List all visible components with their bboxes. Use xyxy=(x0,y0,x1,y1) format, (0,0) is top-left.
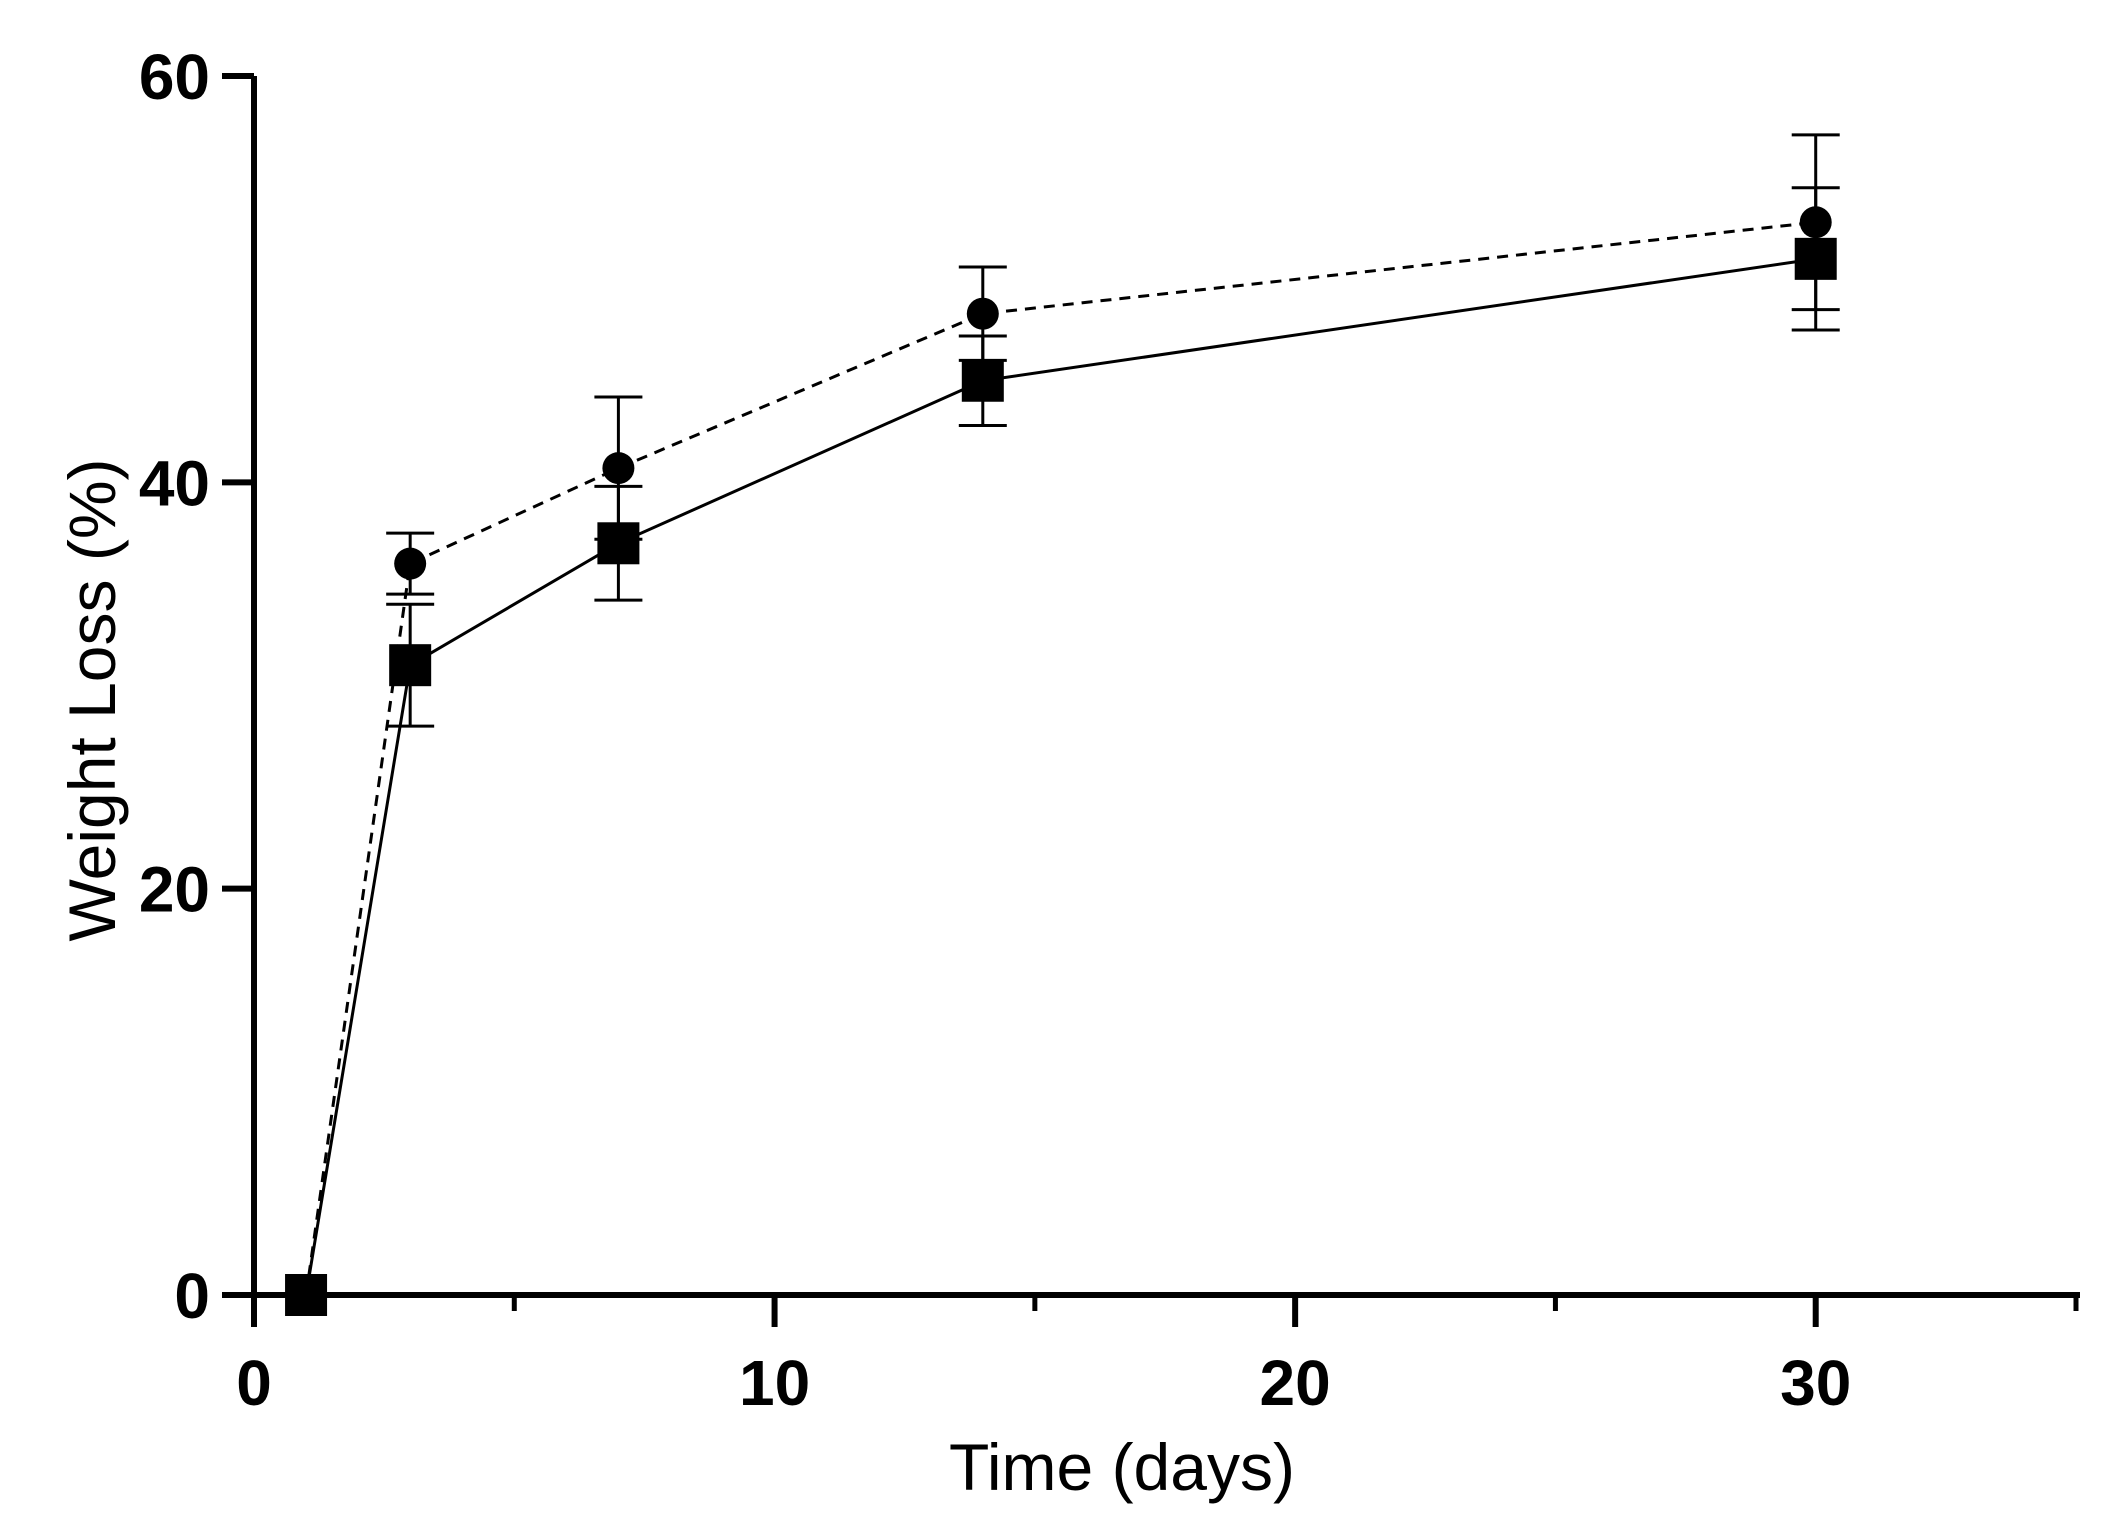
data-point-square xyxy=(389,644,432,687)
x-tick-label: 30 xyxy=(1780,1347,1851,1419)
data-point-square xyxy=(1794,237,1837,280)
axes-group xyxy=(251,76,2080,1298)
x-tick-label: 0 xyxy=(236,1347,272,1419)
x-axis-title: Time (days) xyxy=(949,1430,1295,1504)
y-tick-label: 60 xyxy=(139,41,210,113)
series-group xyxy=(285,133,1840,1316)
series-line-circle-dashed xyxy=(304,220,1816,1296)
data-point-circle xyxy=(602,452,635,485)
y-tick-label: 40 xyxy=(139,447,210,519)
ticks-group: 0 10 20 30 0 20 40 60 xyxy=(139,41,2079,1419)
x-tick-label: 10 xyxy=(739,1347,810,1419)
data-point-circle xyxy=(394,547,427,580)
series-circle-dashed xyxy=(290,133,1840,1311)
data-point-square xyxy=(597,522,640,565)
series-square-solid xyxy=(285,186,1840,1316)
y-tick-label: 0 xyxy=(174,1260,210,1332)
data-point-square xyxy=(285,1274,328,1316)
data-point-circle xyxy=(966,297,999,330)
series-line-square-solid xyxy=(304,257,1816,1296)
y-axis-title: Weight Loss (%) xyxy=(55,459,129,942)
x-tick-label: 20 xyxy=(1260,1347,1331,1419)
y-tick-label: 20 xyxy=(139,854,210,926)
data-point-square xyxy=(961,359,1004,402)
